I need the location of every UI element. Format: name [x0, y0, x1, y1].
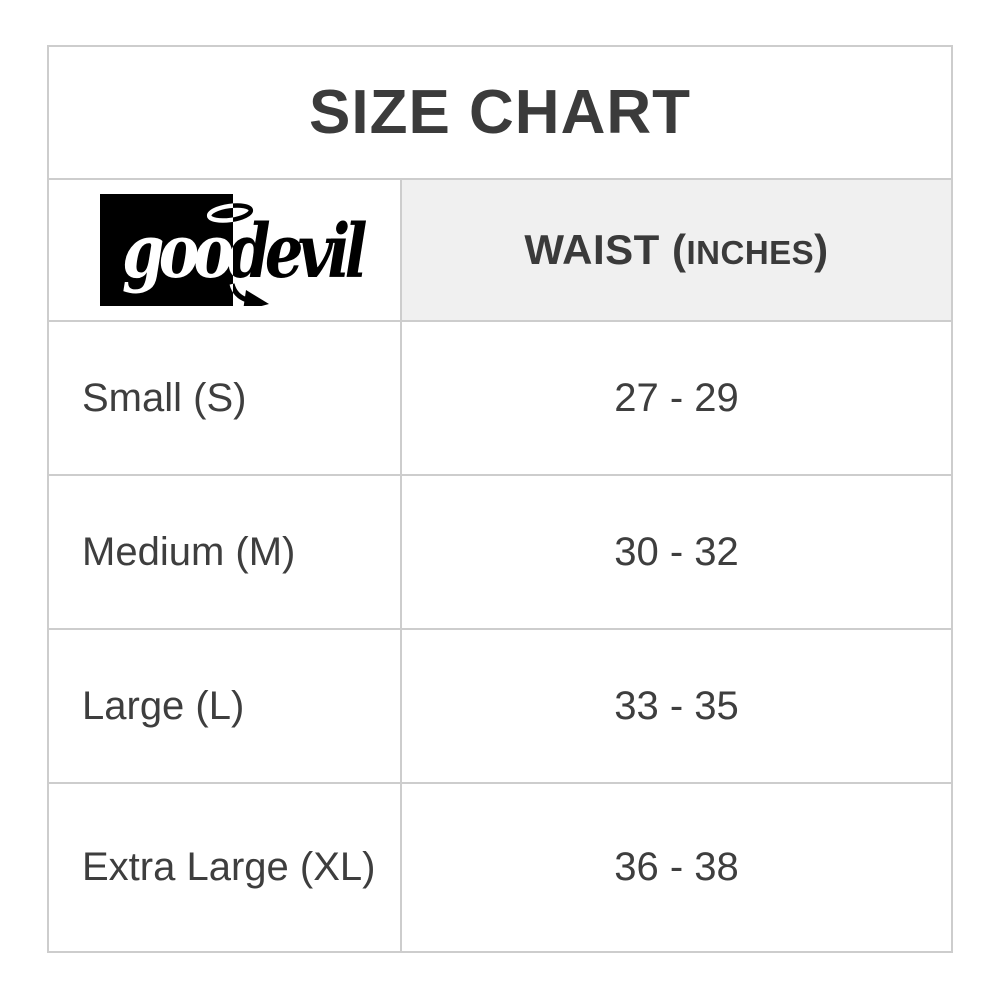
logo-wordmark: goodevil — [122, 209, 368, 295]
waist-value: 36 - 38 — [614, 845, 739, 889]
title-row: SIZE CHART — [49, 47, 951, 180]
waist-header-cell: WAIST (INCHES) — [400, 180, 951, 320]
table-row: Large (L) 33 - 35 — [49, 630, 951, 784]
size-label: Extra Large (XL) — [82, 845, 376, 889]
page-title: SIZE CHART — [309, 78, 691, 147]
waist-column-header: WAIST (INCHES) — [524, 226, 829, 273]
waist-cell: 27 - 29 — [400, 322, 951, 474]
table-row: Medium (M) 30 - 32 — [49, 476, 951, 630]
waist-value: 27 - 29 — [614, 375, 739, 420]
size-label: Small (S) — [82, 375, 247, 420]
size-chart-table: SIZE CHART goodevil WAIST (INCHES) Small… — [47, 45, 953, 953]
waist-cell: 36 - 38 — [400, 784, 951, 951]
brand-cell: goodevil — [49, 180, 400, 320]
size-cell: Medium (M) — [49, 476, 400, 628]
table-header-row: goodevil WAIST (INCHES) — [49, 180, 951, 322]
waist-unit-label: INCHES — [686, 234, 815, 271]
goodevil-logo: goodevil — [100, 194, 368, 306]
waist-value: 30 - 32 — [614, 529, 739, 574]
waist-cell: 33 - 35 — [400, 630, 951, 782]
table-row: Extra Large (XL) 36 - 38 — [49, 784, 951, 951]
waist-value: 33 - 35 — [614, 683, 739, 728]
size-cell: Extra Large (XL) — [49, 784, 400, 951]
size-label: Large (L) — [82, 683, 245, 728]
waist-cell: 30 - 32 — [400, 476, 951, 628]
size-label: Medium (M) — [82, 529, 296, 574]
table-row: Small (S) 27 - 29 — [49, 322, 951, 476]
size-cell: Large (L) — [49, 630, 400, 782]
size-cell: Small (S) — [49, 322, 400, 474]
